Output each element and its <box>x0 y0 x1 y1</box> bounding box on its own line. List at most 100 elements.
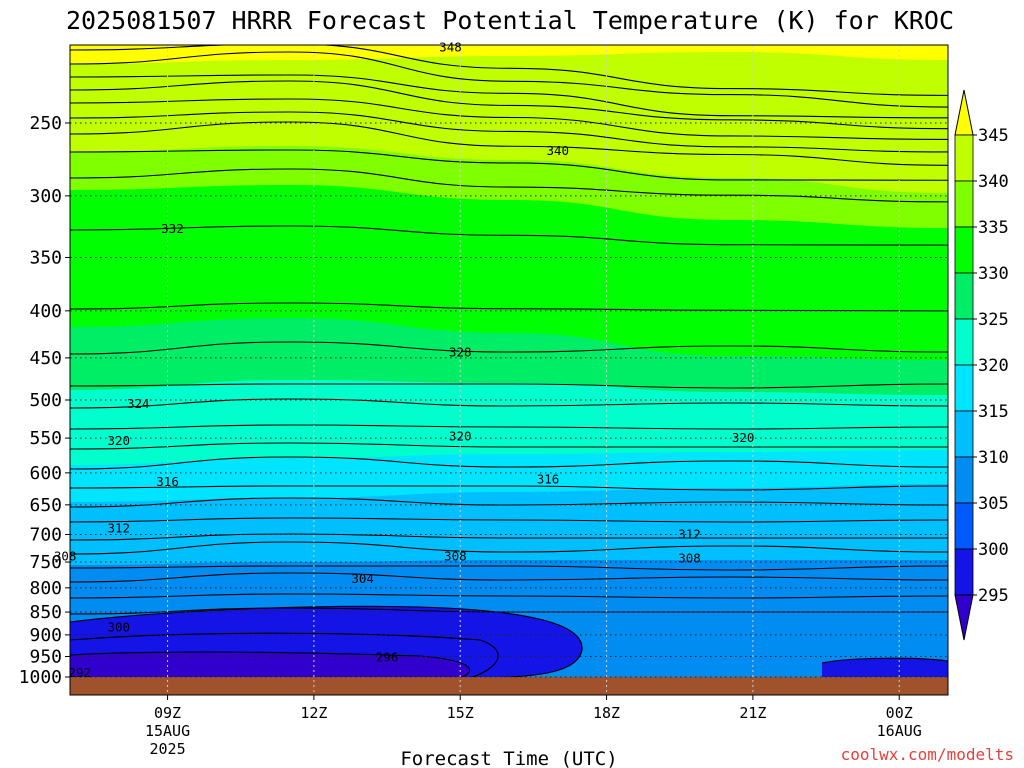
contour-line <box>70 424 948 430</box>
contour-line <box>70 533 948 541</box>
colorbar-swatch <box>954 272 974 320</box>
contour-line <box>70 121 948 166</box>
contour-line <box>70 51 948 108</box>
contour-label: 320 <box>107 433 130 448</box>
x-tick-label: 21Z <box>739 704 766 722</box>
y-tick-label: 350 <box>29 247 62 268</box>
shade-band <box>70 652 470 678</box>
colorbar-swatch <box>954 410 974 458</box>
contour-line <box>70 398 948 409</box>
colorbar-swatch <box>954 364 974 412</box>
contour-label: 304 <box>351 571 374 586</box>
colorbar-tick-label: 310 <box>978 448 1009 468</box>
contour-line <box>70 651 471 679</box>
y-axis: 250 300 350 400 450 500 550 600 650 700 750 800 8509… <box>19 113 70 688</box>
colorbar-swatch <box>954 134 974 182</box>
y-tick-label: 600 <box>29 463 62 484</box>
y-tick-label: 250 <box>29 113 62 134</box>
contour-line <box>70 111 948 153</box>
colorbar-swatch <box>954 548 974 596</box>
y-tick-label: 900 <box>29 625 62 646</box>
x-axis-label: Forecast Time (UTC) <box>400 748 617 768</box>
contour-line <box>70 341 948 355</box>
contour-label: 348 <box>439 40 462 55</box>
colorbar-swatch <box>954 456 974 504</box>
x-tick-label: 12Z <box>300 704 327 722</box>
x-tick-date: 15AUG <box>145 722 190 740</box>
x-tick-year: 2025 <box>149 740 185 758</box>
contour-label: 316 <box>156 474 179 489</box>
x-tick-label: 15Z <box>447 704 474 722</box>
contour-line <box>70 74 948 119</box>
contour-line <box>70 485 948 491</box>
colorbar-swatch <box>954 502 974 550</box>
colorbar-tick-label: 325 <box>978 310 1009 330</box>
contour-line <box>70 456 948 470</box>
contour-label: 324 <box>127 396 150 411</box>
contour-label: 328 <box>449 345 472 360</box>
colorbar-tick-label: 345 <box>978 126 1009 146</box>
contour-label: 308 <box>54 549 77 564</box>
colorbar-tick-label: 300 <box>978 540 1009 560</box>
colorbar-tick-label: 315 <box>978 402 1009 422</box>
contour-label: 296 <box>376 649 399 664</box>
contour-label: 320 <box>732 430 755 445</box>
contour-line <box>70 383 948 389</box>
contour-line <box>70 593 948 599</box>
y-tick-label: 500 <box>29 390 62 411</box>
chart-title: 2025081507 HRRR Forecast Potential Tempe… <box>66 6 954 35</box>
contour-label: 308 <box>444 549 467 564</box>
contour-label: 312 <box>107 521 130 536</box>
contour-label: 340 <box>546 143 569 158</box>
x-tick-label: 18Z <box>593 704 620 722</box>
y-tick-label: 750 <box>29 552 62 573</box>
contour-label: 312 <box>678 526 701 541</box>
contour-line <box>70 572 948 583</box>
contour-line <box>821 657 948 664</box>
plot-area: 348 340 332 328 324 320 320 320 316 316 312 312 308 3… <box>54 40 949 696</box>
contour-line <box>70 607 948 615</box>
contour-line <box>70 565 948 571</box>
contour-line <box>70 541 948 555</box>
contour-label: 332 <box>161 221 184 236</box>
y-tick-label: 400 <box>29 301 62 322</box>
colorbar-tick-label: 305 <box>978 494 1009 514</box>
contour-line <box>70 225 948 246</box>
contour-label: 292 <box>68 665 91 680</box>
contour-line <box>70 149 948 181</box>
x-tick-label: 09Z <box>154 704 181 722</box>
contour-line <box>70 98 948 141</box>
contour-line <box>70 80 948 130</box>
y-tick-label: 450 <box>29 348 62 369</box>
colorbar-top-arrow <box>954 89 974 136</box>
colorbar-tick-label: 320 <box>978 356 1009 376</box>
colorbar-bottom-arrow <box>954 594 974 641</box>
colorbar-swatch <box>954 318 974 366</box>
contour-label: 320 <box>449 429 472 444</box>
y-tick-label: 1000 <box>19 667 62 688</box>
y-tick-label: 700 <box>29 524 62 545</box>
y-tick-label: 650 <box>29 495 62 516</box>
x-tick-label: 00Z <box>886 704 913 722</box>
y-tick-label: 550 <box>29 428 62 449</box>
y-tick-label: 800 <box>29 578 62 599</box>
contour-label: 308 <box>678 550 701 565</box>
plot-frame <box>69 44 949 696</box>
shade-band <box>822 658 948 678</box>
colorbar: 345 340 335 330 325 320 315 310 305 300 295 <box>954 89 1009 641</box>
y-tick-label: 850 <box>29 602 62 623</box>
y-tick-label: 300 <box>29 186 62 207</box>
credit-text: coolwx.com/modelts <box>841 745 1014 764</box>
contour-label: 316 <box>537 471 560 486</box>
contour-line <box>70 517 948 523</box>
colorbar-tick-label: 335 <box>978 218 1009 238</box>
colorbar-swatch <box>954 226 974 274</box>
ground-strip <box>70 677 948 695</box>
colorbar-tick-label: 340 <box>978 172 1009 192</box>
colorbar-tick-label: 330 <box>978 264 1009 284</box>
contour-line <box>70 497 948 508</box>
contour-line <box>70 168 948 203</box>
colorbar-tick-label: 295 <box>978 586 1009 606</box>
